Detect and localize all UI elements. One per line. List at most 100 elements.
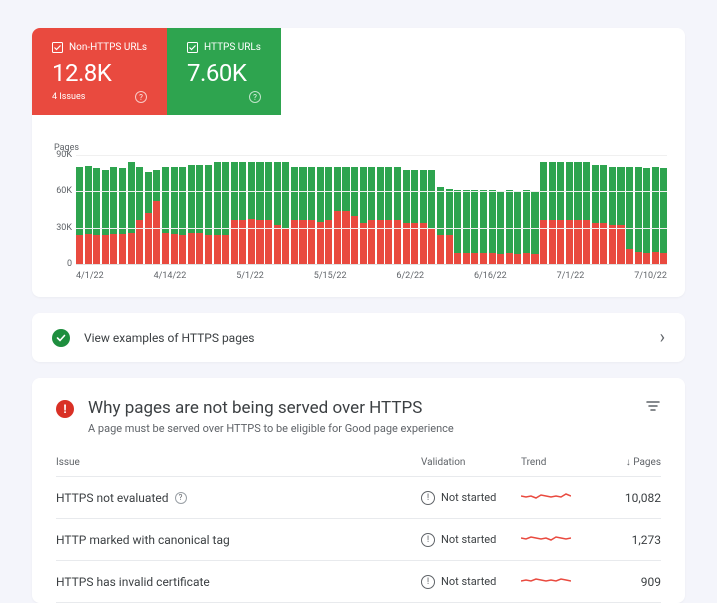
tile-label: HTTPS URLs <box>204 42 261 53</box>
bar-column <box>480 155 487 264</box>
bar-column <box>617 155 624 264</box>
tile-label: Non-HTTPS URLs <box>69 42 147 53</box>
bar-column <box>385 155 392 264</box>
bar-column <box>540 155 547 264</box>
col-issue-header: Issue <box>56 457 421 468</box>
bar-column <box>394 155 401 264</box>
check-circle-icon <box>52 329 70 347</box>
bar-column <box>411 155 418 264</box>
issue-name: HTTP marked with canonical tag <box>56 533 421 547</box>
bar-column <box>153 155 160 264</box>
bar-column <box>403 155 410 264</box>
bar-column <box>145 155 152 264</box>
status-icon: ! <box>421 533 435 547</box>
col-validation-header: Validation <box>421 457 521 468</box>
bar-column <box>351 155 358 264</box>
y-tick-label: 0 <box>48 259 72 269</box>
table-row[interactable]: HTTPS not evaluated?!Not started10,082 <box>56 477 661 519</box>
bar-column <box>360 155 367 264</box>
trend-cell <box>521 531 601 548</box>
info-icon[interactable]: ? <box>175 492 187 504</box>
x-tick-label: 6/16/22 <box>474 271 507 281</box>
y-tick-label: 60K <box>48 186 72 196</box>
status-icon: ! <box>421 491 435 505</box>
checkbox-icon <box>187 42 198 53</box>
bar-column <box>179 155 186 264</box>
bar-column <box>643 155 650 264</box>
bar-column <box>635 155 642 264</box>
tile-value: 7.60K <box>187 59 261 87</box>
bar-column <box>85 155 92 264</box>
bar-column <box>248 155 255 264</box>
pages-value: 1,273 <box>601 533 661 547</box>
x-tick-label: 7/1/22 <box>557 271 585 281</box>
issues-title: Why pages are not being served over HTTP… <box>88 398 631 418</box>
table-row[interactable]: HTTPS has invalid certificate!Not starte… <box>56 561 661 603</box>
trend-cell <box>521 489 601 506</box>
bar-column <box>222 155 229 264</box>
metric-tiles: Non-HTTPS URLs 12.8K 4 Issues ? HTTPS UR… <box>32 28 685 115</box>
help-icon[interactable]: ? <box>249 91 261 103</box>
bar-column <box>428 155 435 264</box>
non-https-tile[interactable]: Non-HTTPS URLs 12.8K 4 Issues ? <box>32 28 167 115</box>
bar-column <box>514 155 521 264</box>
validation-cell: !Not started <box>421 575 521 589</box>
bar-column <box>214 155 221 264</box>
y-tick-label: 30K <box>48 223 72 233</box>
bar-column <box>334 155 341 264</box>
bar-column <box>454 155 461 264</box>
filter-icon[interactable] <box>645 398 661 418</box>
x-tick-label: 5/1/22 <box>236 271 264 281</box>
bar-column <box>325 155 332 264</box>
bar-column <box>308 155 315 264</box>
x-tick-label: 4/1/22 <box>76 271 104 281</box>
bar-column <box>136 155 143 264</box>
bar-column <box>446 155 453 264</box>
col-pages-header[interactable]: ↓ Pages <box>601 457 661 468</box>
bar-column <box>531 155 538 264</box>
bar-column <box>110 155 117 264</box>
bar-column <box>162 155 169 264</box>
x-axis: 4/1/224/14/225/1/225/15/226/2/226/16/227… <box>76 271 667 281</box>
bar-column <box>93 155 100 264</box>
issues-card: ! Why pages are not being served over HT… <box>32 378 685 603</box>
bar-column <box>196 155 203 264</box>
table-row[interactable]: HTTP marked with canonical tag!Not start… <box>56 519 661 561</box>
https-tile[interactable]: HTTPS URLs 7.60K ? <box>167 28 281 115</box>
y-axis-label: Pages <box>54 143 667 153</box>
bar-column <box>437 155 444 264</box>
bar-column <box>265 155 272 264</box>
bar-column <box>291 155 298 264</box>
validation-cell: !Not started <box>421 533 521 547</box>
bar-column <box>171 155 178 264</box>
tile-value: 12.8K <box>52 59 147 87</box>
bar-column <box>368 155 375 264</box>
checkbox-icon <box>52 42 63 53</box>
chart-area: Pages 90K 60K 30K 0 4/1/224/14/225/1/225/15… <box>32 115 685 281</box>
issue-name: HTTPS has invalid certificate <box>56 575 421 589</box>
bar-column <box>592 155 599 264</box>
examples-link-text: View examples of HTTPS pages <box>84 331 646 345</box>
y-tick-label: 90K <box>48 150 72 160</box>
sort-down-icon: ↓ <box>626 457 631 468</box>
bar-column <box>342 155 349 264</box>
tile-issues: 4 Issues <box>52 92 85 102</box>
table-header: Issue Validation Trend ↓ Pages <box>56 449 661 477</box>
bar-column <box>282 155 289 264</box>
examples-link-row[interactable]: View examples of HTTPS pages › <box>32 313 685 362</box>
bar-column <box>660 155 667 264</box>
bar-column <box>256 155 263 264</box>
x-tick-label: 7/10/22 <box>634 271 667 281</box>
bar-column <box>299 155 306 264</box>
bar-column <box>231 155 238 264</box>
help-icon[interactable]: ? <box>135 91 147 103</box>
bar-column <box>497 155 504 264</box>
trend-cell <box>521 573 601 590</box>
bar-column <box>128 155 135 264</box>
bar-column <box>523 155 530 264</box>
overview-card: Non-HTTPS URLs 12.8K 4 Issues ? HTTPS UR… <box>32 28 685 297</box>
bar-column <box>317 155 324 264</box>
bar-column <box>471 155 478 264</box>
bar-column <box>274 155 281 264</box>
table-body: HTTPS not evaluated?!Not started10,082HT… <box>56 477 661 603</box>
